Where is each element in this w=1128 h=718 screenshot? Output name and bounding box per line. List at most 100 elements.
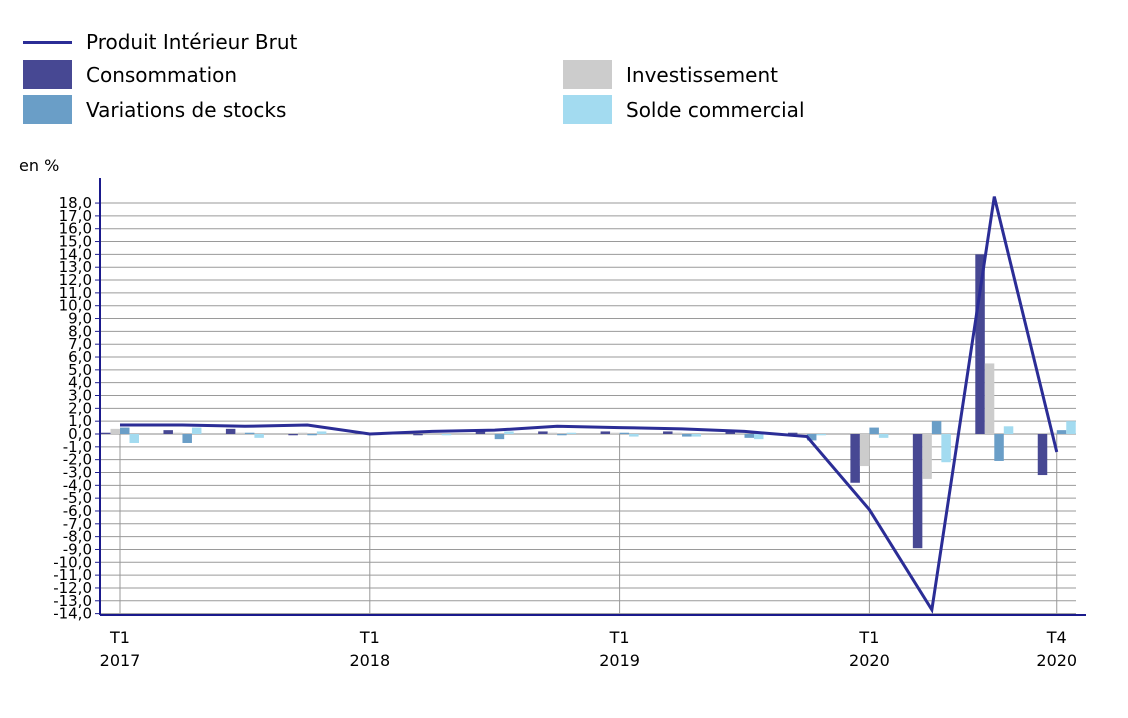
bar-consommation [663, 431, 673, 434]
y-tick-label: 15,0 [59, 233, 92, 251]
y-tick-label: -9,0 [63, 540, 92, 558]
bar-consommation [225, 428, 236, 434]
bar-investissement [235, 432, 245, 434]
y-tick-label: 12,0 [59, 271, 92, 289]
bar-variations-de-stocks [682, 434, 692, 437]
legend-swatch [563, 60, 612, 89]
y-tick-label: -4,0 [63, 476, 92, 494]
x-tick-year: 2020 [1036, 651, 1077, 670]
bar-variations-de-stocks [494, 434, 505, 440]
bar-variations-de-stocks [182, 434, 192, 443]
bar-variations-de-stocks [869, 427, 879, 434]
bar-solde-commercial [878, 434, 889, 438]
bar-variations-de-stocks [120, 427, 130, 434]
y-tick-label: -11,0 [53, 566, 92, 584]
y-tick-label: 7,0 [68, 335, 92, 353]
bar-investissement [672, 432, 683, 434]
bar-variations-de-stocks [931, 421, 942, 434]
bar-solde-commercial [441, 434, 452, 436]
bar-investissement [984, 363, 995, 434]
legend-label: Produit Intérieur Brut [86, 30, 298, 54]
legend-swatch [563, 95, 612, 124]
bar-solde-commercial [629, 434, 639, 437]
y-tick-label: -8,0 [63, 528, 92, 546]
y-tick-label: 5,0 [68, 361, 92, 379]
bar-investissement [110, 428, 120, 434]
bar-solde-commercial [129, 434, 139, 443]
bar-consommation [787, 432, 798, 434]
legend-label: Consommation [86, 62, 238, 87]
bar-consommation [725, 431, 735, 434]
legend-label: Solde commercial [626, 97, 805, 122]
y-tick-label: 16,0 [59, 220, 92, 238]
pib-line [120, 196, 1059, 615]
legend-item-pib: Produit Intérieur Brut [23, 30, 297, 54]
bar-investissement [485, 432, 495, 434]
y-tick-label: 1,0 [68, 412, 92, 430]
y-tick-label: -1,0 [63, 438, 92, 456]
bar-investissement [172, 432, 183, 434]
bar-variations-de-stocks [806, 434, 817, 441]
y-tick-label: 9,0 [68, 310, 92, 328]
y-tick-label: -13,0 [53, 592, 92, 610]
y-tick-label: 18,0 [59, 194, 92, 212]
y-tick-label: 6,0 [68, 348, 92, 366]
y-tick-label: -5,0 [63, 489, 92, 507]
bar-variations-de-stocks [1056, 430, 1067, 434]
bar-consommation [163, 430, 173, 434]
bar-solde-commercial [504, 431, 514, 434]
bar-consommation [975, 254, 985, 434]
bar-variations-de-stocks [244, 432, 255, 434]
x-tick-quarter: T4 [1046, 628, 1067, 647]
bar-variations-de-stocks [744, 434, 754, 438]
y-tick-label: -6,0 [63, 502, 92, 520]
bar-investissement [547, 432, 558, 434]
bar-consommation [101, 432, 111, 434]
bar-solde-commercial [254, 434, 264, 438]
bar-solde-commercial [316, 431, 327, 434]
y-tick-label: -3,0 [63, 463, 92, 481]
y-tick-label: -2,0 [63, 451, 92, 469]
x-tick-quarter: T1 [109, 628, 130, 647]
bar-solde-commercial [754, 434, 764, 440]
legend-swatch [23, 60, 72, 89]
legend-label: Variations de stocks [86, 97, 287, 122]
bar-consommation [413, 434, 423, 436]
bar-solde-commercial [941, 434, 951, 463]
bar-solde-commercial [1003, 426, 1014, 434]
y-tick-label: 8,0 [68, 322, 92, 340]
y-tick-label: -14,0 [53, 605, 92, 623]
legend-item-consommation: Consommation [23, 60, 237, 89]
bar-solde-commercial [691, 434, 702, 437]
bar-variations-de-stocks [557, 434, 567, 436]
bar-investissement [610, 432, 620, 434]
bar-consommation [912, 434, 923, 549]
y-tick-label: 3,0 [68, 387, 92, 405]
x-tick-quarter: T1 [609, 628, 630, 647]
bar-investissement [797, 434, 807, 436]
y-tick-label: -7,0 [63, 515, 92, 533]
bar-consommation [475, 431, 486, 434]
legend-item-investissement: Investissement [563, 60, 778, 89]
y-tick-label: 10,0 [59, 297, 92, 315]
x-tick-quarter: T1 [858, 628, 879, 647]
bar-investissement [922, 434, 932, 479]
y-tick-label: -10,0 [53, 553, 92, 571]
bar-investissement [735, 432, 745, 434]
bar-consommation [538, 431, 548, 434]
y-tick-label: 0,0 [68, 425, 92, 443]
x-tick-year: 2017 [100, 651, 141, 670]
legend-item-solde: Solde commercial [563, 95, 805, 124]
bar-solde-commercial [1066, 421, 1076, 434]
legend-item-stocks: Variations de stocks [23, 95, 286, 124]
y-tick-label: -12,0 [53, 579, 92, 597]
bar-variations-de-stocks [307, 434, 317, 436]
bar-investissement [297, 432, 308, 434]
y-axis-unit: en % [19, 156, 60, 175]
bar-consommation [850, 434, 860, 483]
bar-variations-de-stocks [994, 434, 1004, 461]
y-tick-label: 14,0 [59, 245, 92, 263]
y-tick-label: 2,0 [68, 399, 92, 417]
bar-consommation [600, 431, 611, 434]
